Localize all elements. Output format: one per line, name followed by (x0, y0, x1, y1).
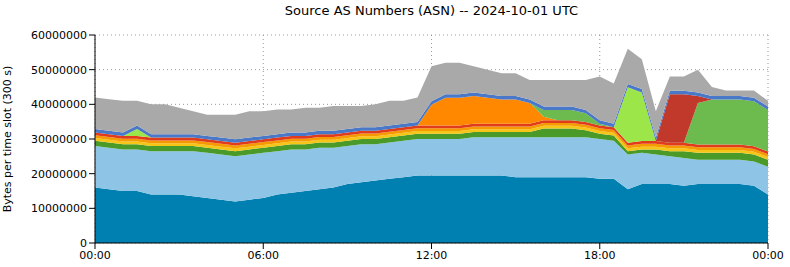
svg-text:10000000: 10000000 (31, 202, 87, 215)
svg-text:Bytes per time slot (300 s): Bytes per time slot (300 s) (8, 66, 14, 213)
svg-text:12:00: 12:00 (416, 249, 448, 262)
svg-text:00:00: 00:00 (752, 249, 782, 262)
svg-text:20000000: 20000000 (31, 168, 87, 181)
svg-text:18:00: 18:00 (584, 249, 616, 262)
svg-text:60000000: 60000000 (31, 29, 87, 42)
svg-text:40000000: 40000000 (31, 98, 87, 111)
svg-text:30000000: 30000000 (31, 133, 87, 146)
svg-text:0: 0 (80, 237, 87, 250)
svg-text:50000000: 50000000 (31, 64, 87, 77)
html-text:Source AS Numbers (ASN) -- 202: Source AS Numbers (ASN) -- 2024-10-01 UT… (284, 3, 579, 18)
svg-text:00:00: 00:00 (79, 249, 111, 262)
svg-text:06:00: 06:00 (247, 249, 279, 262)
